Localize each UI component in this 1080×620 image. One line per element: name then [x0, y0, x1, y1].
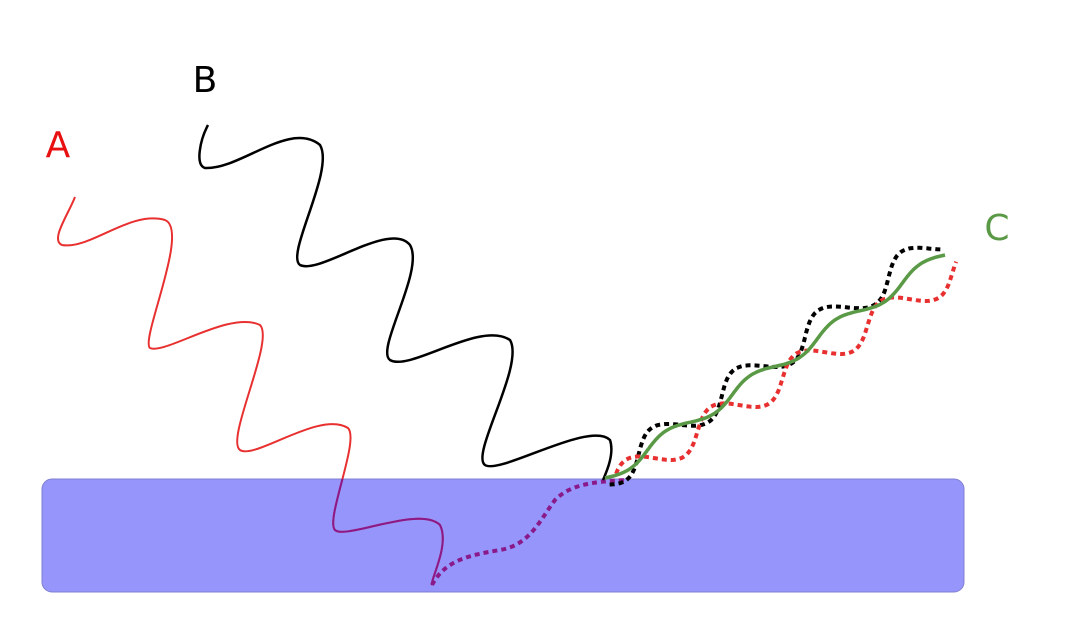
- label-a: A: [46, 125, 71, 166]
- reflected-waves: [604, 245, 958, 487]
- refracted-wave: [430, 478, 626, 586]
- label-c: C: [984, 208, 1009, 249]
- label-b: B: [193, 60, 218, 101]
- wave-b: [198, 124, 613, 481]
- wave-c: [604, 253, 946, 480]
- wave-a-inside: [57, 479, 444, 586]
- medium-box: [41, 478, 965, 593]
- reflected-wave-a: [614, 260, 958, 475]
